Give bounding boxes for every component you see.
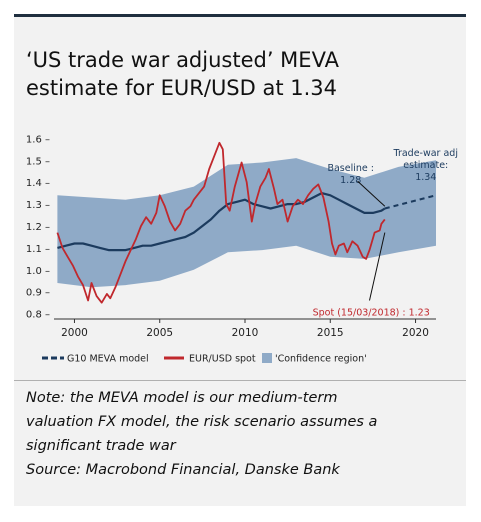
x-tick-label: 2005 — [146, 327, 173, 339]
legend-swatch-confidence — [262, 353, 272, 363]
chart-title: ‘US trade war adjusted’ MEVA estimate fo… — [26, 46, 456, 102]
legend-label: EUR/USD spot — [189, 354, 256, 365]
legend-label: G10 MEVA model — [67, 354, 149, 365]
y-tick-label: 0.9 – — [26, 288, 50, 299]
note-line-1: Note: the MEVA model is our medium-term — [26, 390, 338, 406]
source-line: Source: Macrobond Financial, Danske Bank — [26, 462, 340, 478]
x-tick-label: 2000 — [61, 327, 88, 339]
y-tick-label: 1.5 – — [26, 156, 50, 167]
divider — [14, 380, 466, 381]
y-tick-label: 0.8 – — [26, 310, 50, 321]
y-tick-label: 1.0 – — [26, 266, 50, 277]
trade-war-annotation: 1.34 — [415, 172, 436, 183]
chart-area: 0.8 – 0.9 – 1.0 – 1.1 – 1.2 – 1.3 – 1.4 – 1.5 –… — [14, 130, 466, 380]
spot-pointer — [369, 232, 386, 301]
y-tick-label: 1.6 – — [26, 134, 50, 145]
y-tick-label: 1.2 – — [26, 222, 50, 233]
title-line-1: ‘US trade war adjusted’ MEVA — [26, 48, 339, 72]
note: Note: the MEVA model is our medium-term … — [26, 386, 456, 482]
trade-war-annotation: Trade-war adj — [393, 148, 458, 159]
spot-annotation: Spot (15/03/2018) : 1.23 — [313, 307, 430, 318]
legend-label: 'Confidence region' — [275, 354, 367, 365]
y-tick-label: 1.1 – — [26, 244, 50, 255]
confidence-band — [57, 158, 437, 288]
chart-svg: 0.8 – 0.9 – 1.0 – 1.1 – 1.2 – 1.3 – 1.4 – 1.5 –… — [26, 134, 458, 365]
y-tick-label: 1.4 – — [26, 178, 50, 189]
note-line-2: valuation FX model, the risk scenario as… — [26, 414, 378, 430]
x-tick-label: 2015 — [317, 327, 344, 339]
meva-line — [57, 192, 386, 252]
y-tick-label: 1.3 – — [26, 200, 50, 211]
spot-line — [56, 141, 386, 304]
x-tick-label: 2010 — [232, 327, 259, 339]
top-rule — [14, 14, 466, 17]
trade-war-annotation: estimate: — [403, 160, 448, 171]
baseline-annotation: Baseline : — [327, 163, 374, 174]
baseline-pointer — [357, 180, 386, 207]
title-line-2: estimate for EUR/USD at 1.34 — [26, 76, 338, 100]
note-line-3: significant trade war — [26, 438, 176, 454]
baseline-annotation: 1.28 — [340, 175, 361, 186]
x-tick-label: 2020 — [402, 327, 429, 339]
chart-card: ‘US trade war adjusted’ MEVA estimate fo… — [14, 14, 466, 506]
